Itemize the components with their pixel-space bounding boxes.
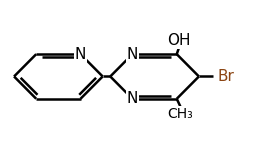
Text: CH₃: CH₃ [168, 106, 194, 120]
Text: N: N [75, 47, 86, 62]
Text: Br: Br [218, 69, 235, 84]
Text: N: N [127, 91, 138, 106]
Text: OH: OH [167, 33, 191, 48]
Text: N: N [127, 47, 138, 62]
